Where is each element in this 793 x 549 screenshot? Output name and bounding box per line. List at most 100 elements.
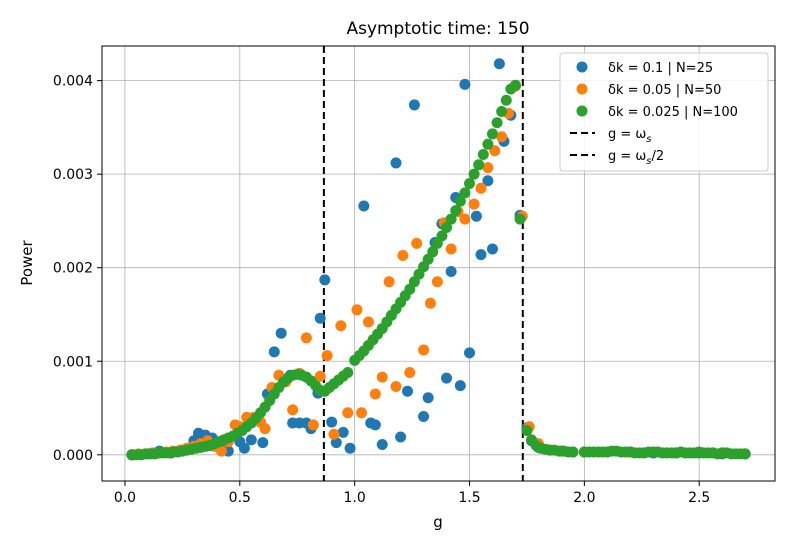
data-point [418,344,430,356]
data-point [418,410,430,422]
data-point [362,316,374,328]
legend-label: g = ωs [608,127,652,145]
data-point [314,370,326,382]
y-tick-label: 0.000 [53,448,93,464]
data-point [427,246,439,258]
data-point [445,265,457,277]
data-point [454,380,466,392]
data-point [321,350,333,362]
data-point [390,381,402,393]
y-tick-label: 0.003 [53,167,93,183]
plot-frame [101,45,776,482]
data-point [454,195,466,207]
data-point [491,117,503,129]
data-point [445,243,457,255]
x-tick-label: 0.5 [229,490,251,506]
data-point [486,128,498,140]
legend-marker [576,61,588,73]
reference-lines [322,46,524,481]
data-point [477,149,489,161]
data-point [358,200,370,212]
data-point [482,175,494,187]
data-point [441,372,453,384]
data-point [475,182,487,194]
data-point [482,162,494,174]
data-point [521,424,533,436]
legend-label: δk = 0.025 | N=100 [608,105,738,120]
legend: δk = 0.1 | N=25 δk = 0.05 | N=50 δk = 0.02… [559,52,769,172]
data-point [257,437,269,449]
data-point [335,320,347,332]
data-point [468,168,480,180]
legend-marker [576,105,588,117]
data-point [475,249,487,261]
data-point [287,404,299,416]
x-tick-label: 0.0 [114,490,136,506]
data-point [390,157,402,169]
data-point [328,428,340,440]
legend-box [559,52,769,172]
series-2 [126,79,751,461]
y-tick-label: 0.001 [53,354,93,370]
data-point [464,347,476,359]
y-tick-label: 0.002 [53,261,93,277]
x-axis-label: g [433,513,443,531]
data-point [468,198,480,210]
data-point [496,131,508,143]
data-point [509,79,521,91]
data-point [436,230,448,242]
legend-label: δk = 0.05 | N=50 [608,83,721,98]
data-point [215,445,227,457]
data-point [275,327,287,339]
chart-title: Asymptotic time: 150 [346,19,529,39]
data-point [486,243,498,255]
data-point [422,392,434,404]
data-point [245,434,257,446]
data-points [126,58,751,461]
x-axis-ticks: 0.0 0.5 1.0 1.5 2.0 2.5 [114,481,710,506]
data-point [268,346,280,358]
x-tick-label: 2.5 [688,490,710,506]
data-point [351,304,363,316]
data-point [300,332,312,344]
data-point [482,138,494,150]
data-point [496,105,508,117]
legend-label: g = ωs/2 [608,149,664,167]
data-point [314,312,326,324]
legend-marker [576,83,588,95]
data-point [459,187,471,199]
data-point [383,276,395,288]
data-point [326,416,338,428]
data-point [450,205,462,217]
data-point [376,371,388,383]
data-point [445,213,457,225]
data-point [459,213,471,225]
data-point [470,210,482,222]
data-point [259,423,271,435]
data-point [319,274,331,286]
data-point [344,442,356,454]
x-tick-label: 1.5 [458,490,480,506]
data-point [369,388,381,400]
data-point [395,431,407,443]
data-point [500,94,512,106]
y-axis-ticks: 0.000 0.001 0.002 0.003 0.004 [53,74,102,464]
data-point [342,366,354,378]
data-point [489,145,501,157]
data-point [342,407,354,419]
y-axis-label: Power [18,239,36,285]
data-point [356,407,368,419]
data-point [330,437,342,449]
data-point [401,385,413,397]
data-point [567,446,579,458]
data-point [441,221,453,233]
data-point [408,99,420,111]
data-point [493,58,505,70]
data-point [376,439,388,451]
data-point [404,366,416,378]
data-point [307,419,319,431]
data-point [411,237,423,249]
data-point [464,178,476,190]
data-point [459,78,471,90]
